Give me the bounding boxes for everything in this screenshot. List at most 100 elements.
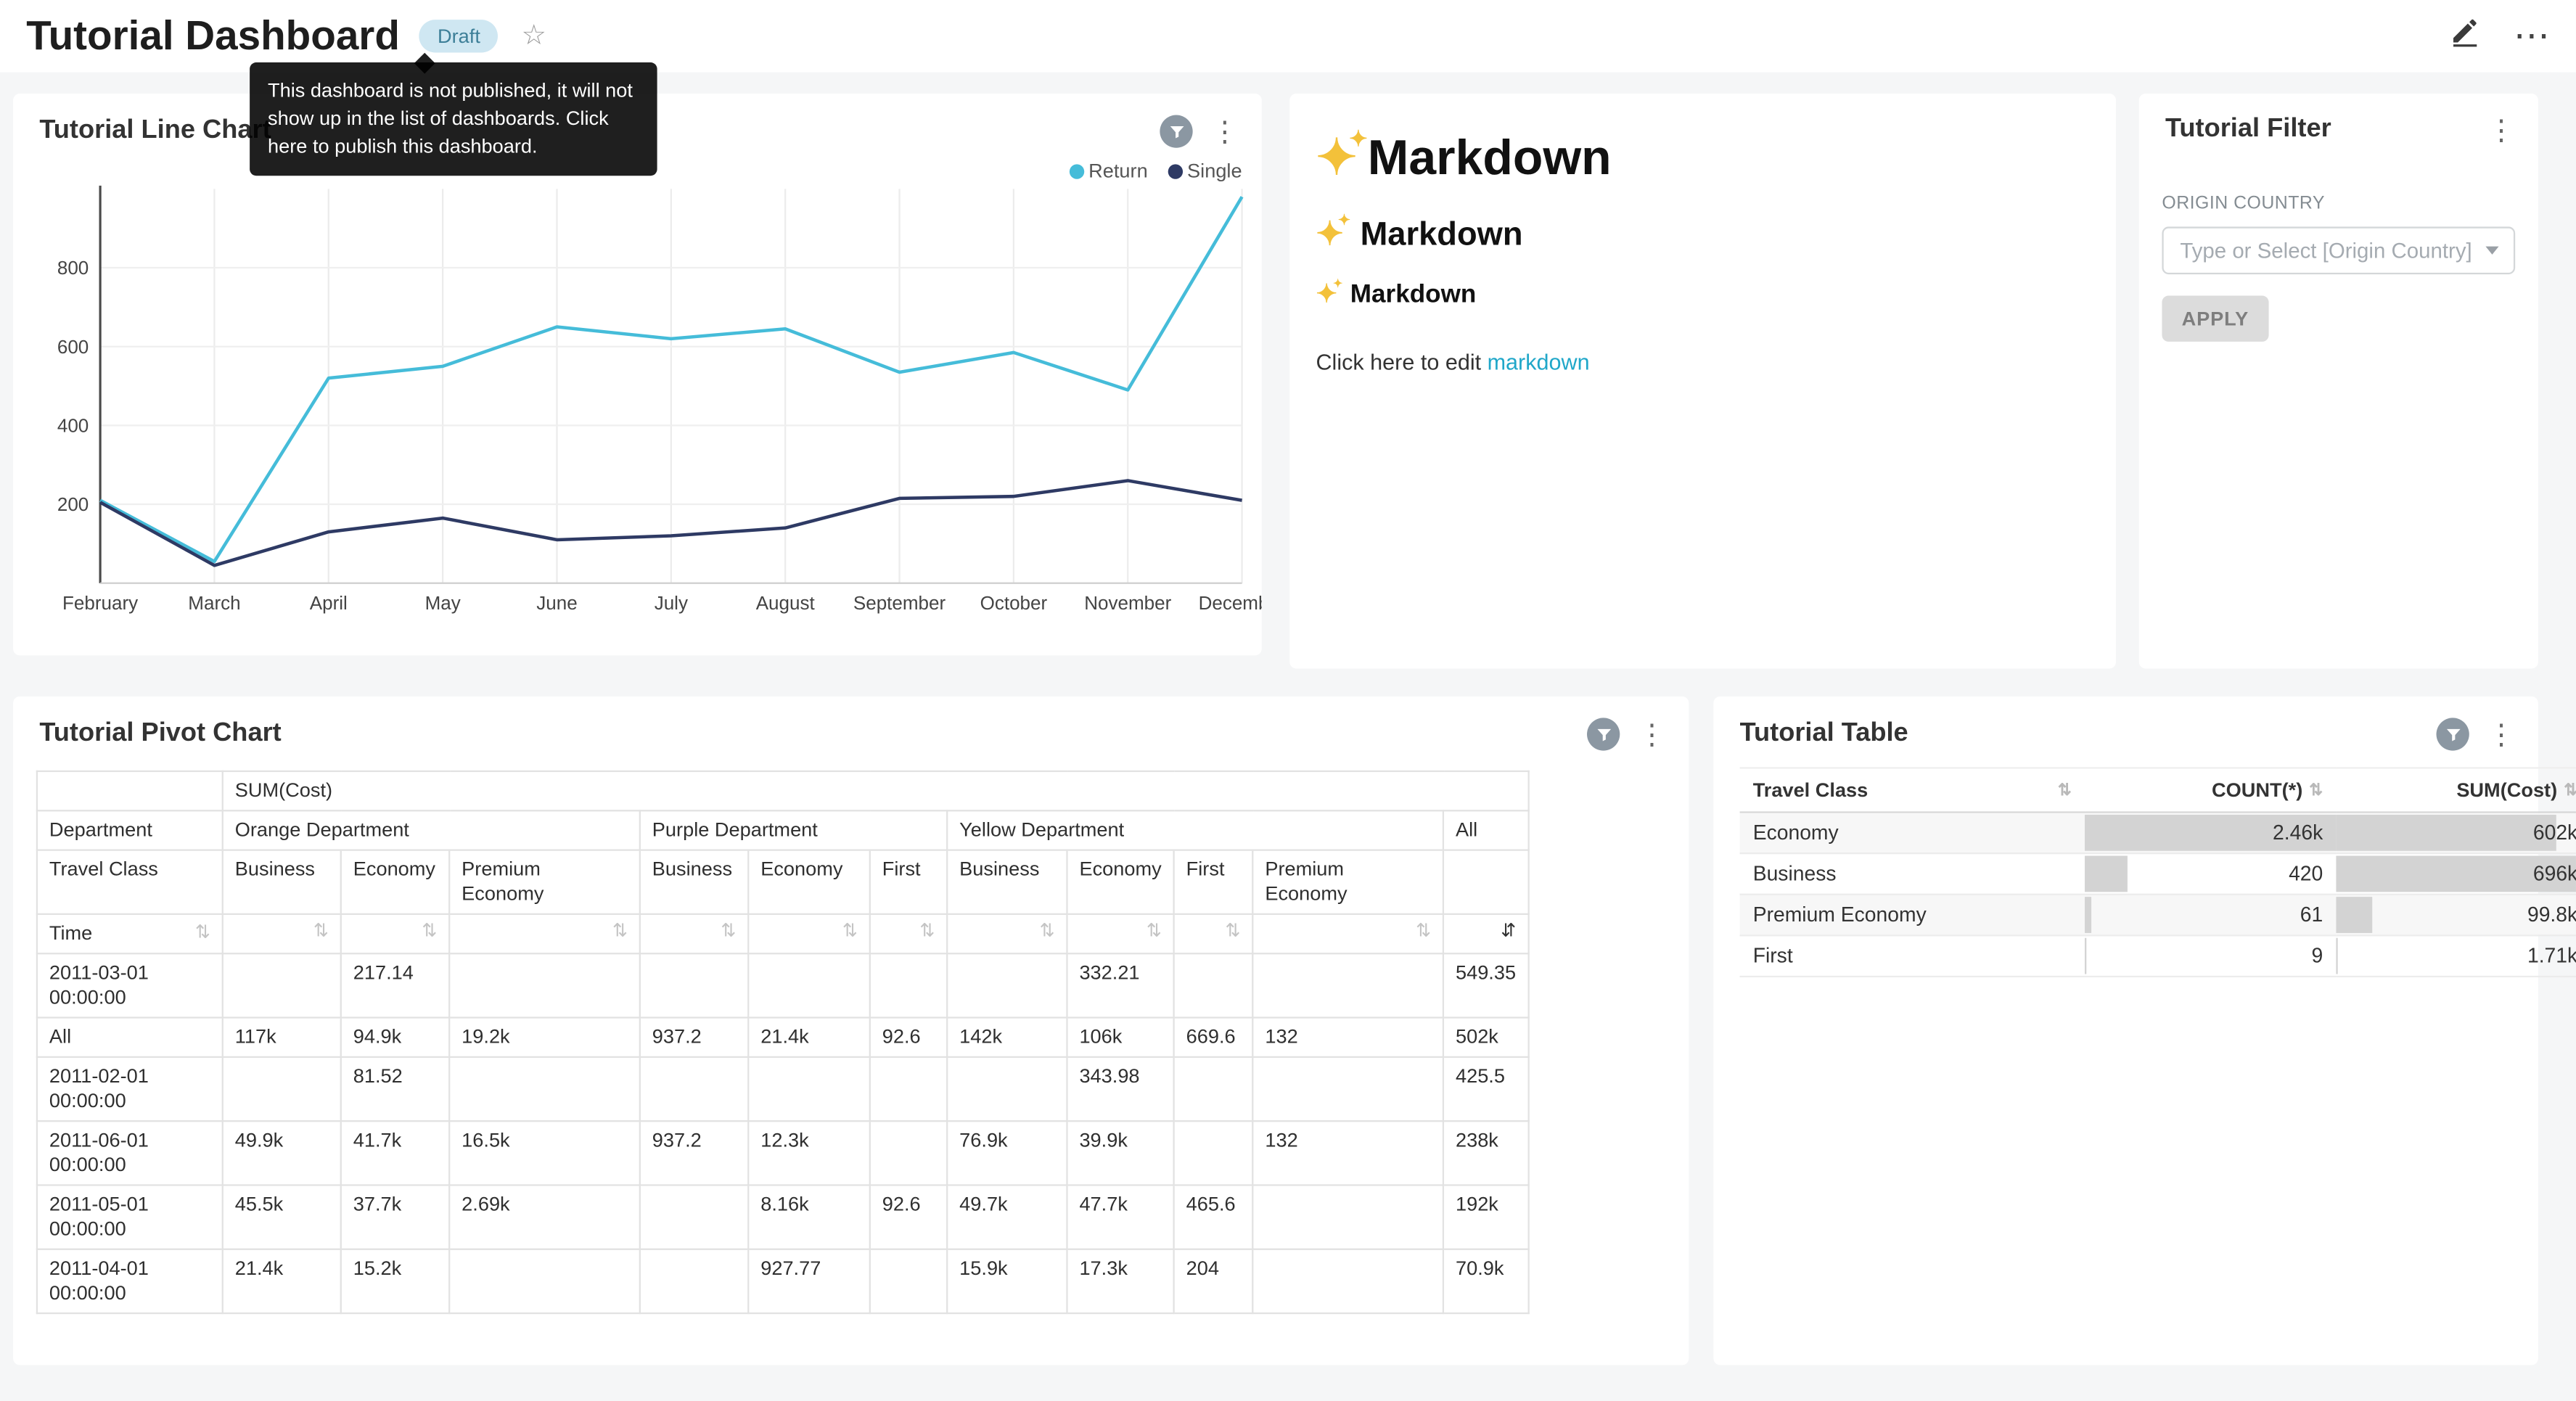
sort-icon[interactable]: ⇅: [1225, 921, 1241, 942]
pivot-value-cell: 927.77: [747, 1248, 871, 1315]
chart-kebab-icon[interactable]: ⋮: [2487, 718, 2516, 750]
sort-desc-icon[interactable]: ⇵: [1501, 921, 1517, 942]
pivot-value-cell: [1252, 953, 1445, 1019]
pivot-value-cell: [1173, 1120, 1254, 1186]
pivot-table-wrap: SUM(Cost) Department Orange Department Purp…: [36, 770, 1689, 1315]
svg-text:August: August: [756, 592, 816, 614]
origin-country-select[interactable]: Type or Select [Origin Country]: [2162, 226, 2516, 275]
pivot-value-cell: [747, 953, 871, 1019]
count-cell: 61: [2085, 894, 2337, 937]
filter-body: ORIGIN COUNTRY Type or Select [Origin Co…: [2139, 144, 2538, 342]
pivot-card-actions: ⋮: [1587, 718, 1666, 751]
count-cell: 420: [2085, 853, 2337, 895]
legend-item[interactable]: Return: [1068, 160, 1148, 182]
svg-text:February: February: [62, 592, 138, 614]
table-row: Premium Economy 61 99.8k: [1739, 894, 2576, 937]
table-col-header[interactable]: SUM(Cost)⇅: [2336, 767, 2576, 813]
pivot-value-cell: 132: [1252, 1120, 1445, 1186]
pivot-value-cell: [946, 1056, 1068, 1122]
result-table: Travel Class⇅COUNT(*)⇅SUM(Cost)⇅ Economy…: [1739, 767, 2576, 978]
svg-text:200: 200: [57, 493, 89, 515]
edit-markdown-link[interactable]: markdown: [1487, 350, 1590, 375]
pivot-value-cell: [448, 953, 641, 1019]
chart-kebab-icon[interactable]: ⋮: [1210, 115, 1239, 147]
pivot-value-cell: [639, 1184, 750, 1250]
pivot-value-cell: 37.7k: [340, 1184, 451, 1250]
filter-scope-icon[interactable]: [1160, 115, 1193, 148]
pivot-value-cell: 41.7k: [340, 1120, 451, 1186]
sort-icon[interactable]: ⇅: [194, 922, 210, 942]
table-row: First 9 1.71k: [1739, 935, 2576, 978]
pivot-value-cell: [221, 953, 342, 1019]
pivot-row: All 117k 94.9k 19.2k 937.2 21.4k 92.6 142k 106k 6…: [36, 1016, 1530, 1059]
table-col-header[interactable]: Travel Class ⇅: [1739, 767, 2085, 813]
pivot-value-cell: 937.2: [639, 1016, 750, 1059]
sort-icon: ⇅: [2564, 781, 2576, 800]
sort-icon[interactable]: ⇅: [1146, 921, 1162, 942]
count-cell: 9: [2085, 935, 2337, 978]
pivot-value-cell: [1252, 1056, 1445, 1122]
pivot-value-cell: 15.2k: [340, 1248, 451, 1315]
filter-scope-icon[interactable]: [2436, 718, 2469, 751]
pivot-class-label: First: [869, 849, 948, 916]
filter-kebab-icon[interactable]: ⋮: [2487, 114, 2516, 146]
sort-icon[interactable]: ⇅: [313, 921, 329, 942]
sort-icon[interactable]: ⇅: [422, 921, 438, 942]
pivot-sort-cell: ⇵: [1442, 913, 1530, 955]
pivot-value-cell: [448, 1248, 641, 1315]
pivot-blank-cell: [36, 770, 223, 812]
publish-tooltip[interactable]: This dashboard is not published, it will…: [250, 52, 657, 176]
pivot-row: 2011-04-01 00:00:00 21.4k 15.2k 927.77 15.9k…: [36, 1248, 1530, 1315]
draft-badge[interactable]: Draft: [419, 20, 499, 53]
table-col-header[interactable]: COUNT(*) ⇅: [2085, 767, 2337, 813]
line-chart-title: Tutorial Line Chart: [39, 116, 271, 145]
svg-text:400: 400: [57, 414, 89, 436]
pivot-value-cell: 19.2k: [448, 1016, 641, 1059]
pivot-value-cell: [946, 953, 1068, 1019]
chart-kebab-icon[interactable]: ⋮: [1638, 718, 1666, 750]
markdown-content: ✦ ✦ Markdown ✦ ✦ Markdown ✦ ✦ Markdown Click h…: [1289, 94, 2116, 374]
pivot-value-cell: 238k: [1442, 1120, 1530, 1186]
pivot-value-cell: [869, 953, 948, 1019]
pivot-value-cell: [1173, 1056, 1254, 1122]
sort-icon: ⇅: [2309, 781, 2323, 800]
pivot-value-cell: [1252, 1248, 1445, 1315]
more-menu-icon[interactable]: ⋯: [2513, 15, 2550, 56]
legend-item[interactable]: Single: [1167, 160, 1242, 182]
select-placeholder: Type or Select [Origin Country]: [2180, 238, 2472, 263]
sort-icon: ⇅: [2057, 781, 2072, 800]
sort-icon[interactable]: ⇅: [1039, 921, 1055, 942]
tooltip-text: This dashboard is not published, it will…: [268, 78, 633, 158]
sort-icon[interactable]: ⇅: [919, 921, 935, 942]
markdown-h2: ✦ ✦ Markdown: [1316, 211, 2073, 255]
header-bar: Tutorial Dashboard Draft ☆ ⋯: [0, 0, 2576, 73]
pivot-group-label: Orange Department: [221, 810, 641, 851]
legend-dot-icon: [1068, 163, 1084, 178]
svg-text:March: March: [188, 592, 240, 614]
pivot-table: SUM(Cost) Department Orange Department Purp…: [36, 770, 1530, 1315]
pivot-value-cell: [1173, 953, 1254, 1019]
favorite-star-icon[interactable]: ☆: [521, 20, 547, 52]
sort-icon[interactable]: ⇅: [1416, 921, 1432, 942]
pivot-class-label: Premium Economy: [1252, 849, 1445, 916]
line-chart-actions: ⋮: [1160, 115, 1239, 148]
apply-button[interactable]: APPLY: [2162, 295, 2269, 342]
pivot-sort-cell: ⇅: [1252, 913, 1445, 955]
pivot-value-cell: 332.21: [1066, 953, 1175, 1019]
pivot-value-cell: 17.3k: [1066, 1248, 1175, 1315]
sort-icon[interactable]: ⇅: [612, 921, 628, 942]
sum-cell: 1.71k: [2336, 935, 2576, 978]
pivot-value-cell: 92.6: [869, 1184, 948, 1250]
sort-icon[interactable]: ⇅: [721, 921, 737, 942]
pivot-row-label: 2011-04-01 00:00:00: [36, 1248, 223, 1315]
pivot-value-cell: 132: [1252, 1016, 1445, 1059]
pivot-group-label: Yellow Department: [946, 810, 1445, 851]
sort-icon[interactable]: ⇅: [842, 921, 858, 942]
edit-pencil-icon[interactable]: [2450, 17, 2481, 56]
pivot-value-cell: 49.7k: [946, 1184, 1068, 1250]
filter-scope-icon[interactable]: [1587, 718, 1620, 751]
pivot-value-cell: 669.6: [1173, 1016, 1254, 1059]
pivot-class-label: First: [1173, 849, 1254, 916]
table-card-title: Tutorial Table: [1739, 719, 1908, 748]
